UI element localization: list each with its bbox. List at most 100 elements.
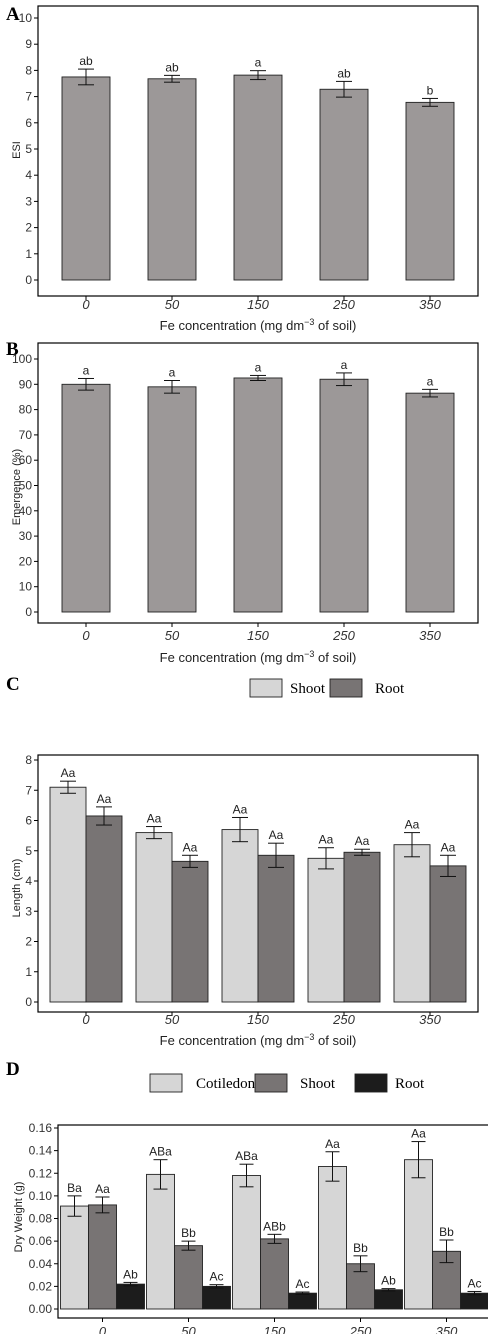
y-axis-label: Emergence (%)	[11, 449, 23, 525]
y-axis-label: Length (cm)	[11, 859, 23, 918]
legend-label: Root	[395, 1076, 425, 1092]
bar	[404, 1159, 433, 1310]
legend: Shoot Root	[249, 678, 405, 698]
significance-label: Bb	[353, 1241, 368, 1255]
bar	[393, 844, 431, 1003]
significance-label: Aa	[441, 840, 456, 854]
y-tick-label: 2	[25, 221, 32, 235]
significance-label: Aa	[95, 1182, 110, 1196]
legend-swatch	[149, 1073, 183, 1093]
x-tick-label: 250	[332, 1012, 355, 1027]
bar	[116, 1283, 145, 1310]
bar	[171, 860, 209, 1003]
significance-label: a	[427, 374, 434, 388]
bar	[232, 1175, 261, 1310]
bar	[233, 74, 283, 281]
significance-label: a	[83, 363, 90, 377]
y-tick-label: 100	[12, 352, 32, 366]
x-axis-label: Fe concentration (mg dm−3 of soil)	[160, 649, 357, 665]
y-tick-label: 4	[25, 874, 32, 888]
x-axis-label: Fe concentration (mg dm−3 of soil)	[160, 317, 357, 333]
bar	[147, 386, 197, 613]
significance-label: ABa	[149, 1145, 172, 1159]
x-tick-label: 350	[419, 1012, 441, 1027]
panel-letter: B	[6, 339, 19, 360]
y-tick-label: 0	[25, 273, 32, 287]
panel-letter: C	[6, 674, 20, 695]
y-tick-label: 10	[19, 580, 33, 594]
significance-label: b	[427, 83, 434, 97]
y-tick-label: 0.04	[29, 1257, 53, 1271]
bar	[49, 786, 87, 1003]
significance-label: a	[255, 360, 262, 374]
panel-c: C 0 1 2 3 4 5 6 7 8 Length (cm) 0 Aa Aa 50 Aa Aa 150 Aa Aa 2…	[6, 674, 479, 1048]
bar	[343, 851, 381, 1003]
y-tick-label: 0.16	[29, 1121, 53, 1135]
legend-swatch	[254, 1073, 288, 1093]
bar	[61, 76, 111, 281]
bar	[135, 832, 173, 1003]
y-tick-label: 0.08	[29, 1212, 53, 1226]
legend-label: Shoot	[300, 1076, 336, 1092]
significance-label: Ba	[67, 1181, 82, 1195]
significance-label: Aa	[355, 834, 370, 848]
x-tick-label: 250	[349, 1324, 372, 1334]
y-tick-label: 20	[19, 554, 33, 568]
x-tick-label: 150	[264, 1324, 286, 1334]
y-tick-label: 90	[19, 377, 33, 391]
bar	[374, 1289, 403, 1310]
x-tick-label: 150	[247, 1012, 269, 1027]
y-tick-label: 80	[19, 403, 33, 417]
x-tick-label: 0	[82, 297, 90, 312]
significance-label: Aa	[319, 833, 334, 847]
y-tick-label: 0.06	[29, 1234, 53, 1248]
significance-label: ABa	[235, 1149, 258, 1163]
bar	[88, 1204, 117, 1310]
y-tick-label: 5	[25, 844, 32, 858]
y-tick-label: 3	[25, 194, 32, 208]
x-tick-label: 150	[247, 628, 269, 643]
legend-label: Cotiledons	[196, 1076, 261, 1092]
bar	[460, 1292, 488, 1310]
significance-label: Aa	[147, 812, 162, 826]
y-axis-label: ESI	[11, 141, 23, 159]
legend-swatch	[329, 678, 363, 698]
y-tick-label: 5	[25, 142, 32, 156]
significance-label: Ac	[295, 1277, 309, 1291]
bar	[233, 377, 283, 613]
bar	[318, 1166, 347, 1310]
bar	[147, 78, 197, 281]
x-tick-label: 0	[82, 1012, 90, 1027]
y-tick-label: 7	[25, 783, 32, 797]
significance-label: Ab	[123, 1267, 138, 1281]
bar	[221, 829, 259, 1003]
significance-label: Aa	[325, 1137, 340, 1151]
bar	[257, 854, 295, 1003]
y-tick-label: 1	[25, 247, 32, 261]
y-tick-label: 50	[19, 479, 33, 493]
y-tick-label: 3	[25, 904, 32, 918]
bar	[260, 1238, 289, 1310]
y-tick-label: 60	[19, 453, 33, 467]
panel-d: D 0.00 0.02 0.04 0.06 0.08 0.10 0.12 0.14 0.16 Dry…	[6, 1059, 488, 1334]
panel-letter: D	[6, 1059, 20, 1080]
x-tick-label: 150	[247, 297, 269, 312]
bar	[174, 1245, 203, 1310]
significance-label: a	[341, 358, 348, 372]
y-tick-label: 0.00	[29, 1302, 53, 1316]
x-tick-label: 350	[436, 1324, 458, 1334]
x-tick-label: 50	[165, 297, 180, 312]
bar	[319, 88, 369, 281]
significance-label: Aa	[61, 766, 76, 780]
significance-label: Aa	[97, 792, 112, 806]
y-tick-label: 0.14	[29, 1144, 53, 1158]
bar	[61, 383, 111, 613]
y-axis-label: Dry Weight (g)	[13, 1182, 25, 1253]
significance-label: Aa	[405, 818, 420, 832]
bar	[405, 101, 455, 281]
significance-label: ab	[337, 66, 351, 80]
significance-label: Aa	[183, 840, 198, 854]
y-tick-label: 6	[25, 814, 32, 828]
bar	[346, 1263, 375, 1310]
